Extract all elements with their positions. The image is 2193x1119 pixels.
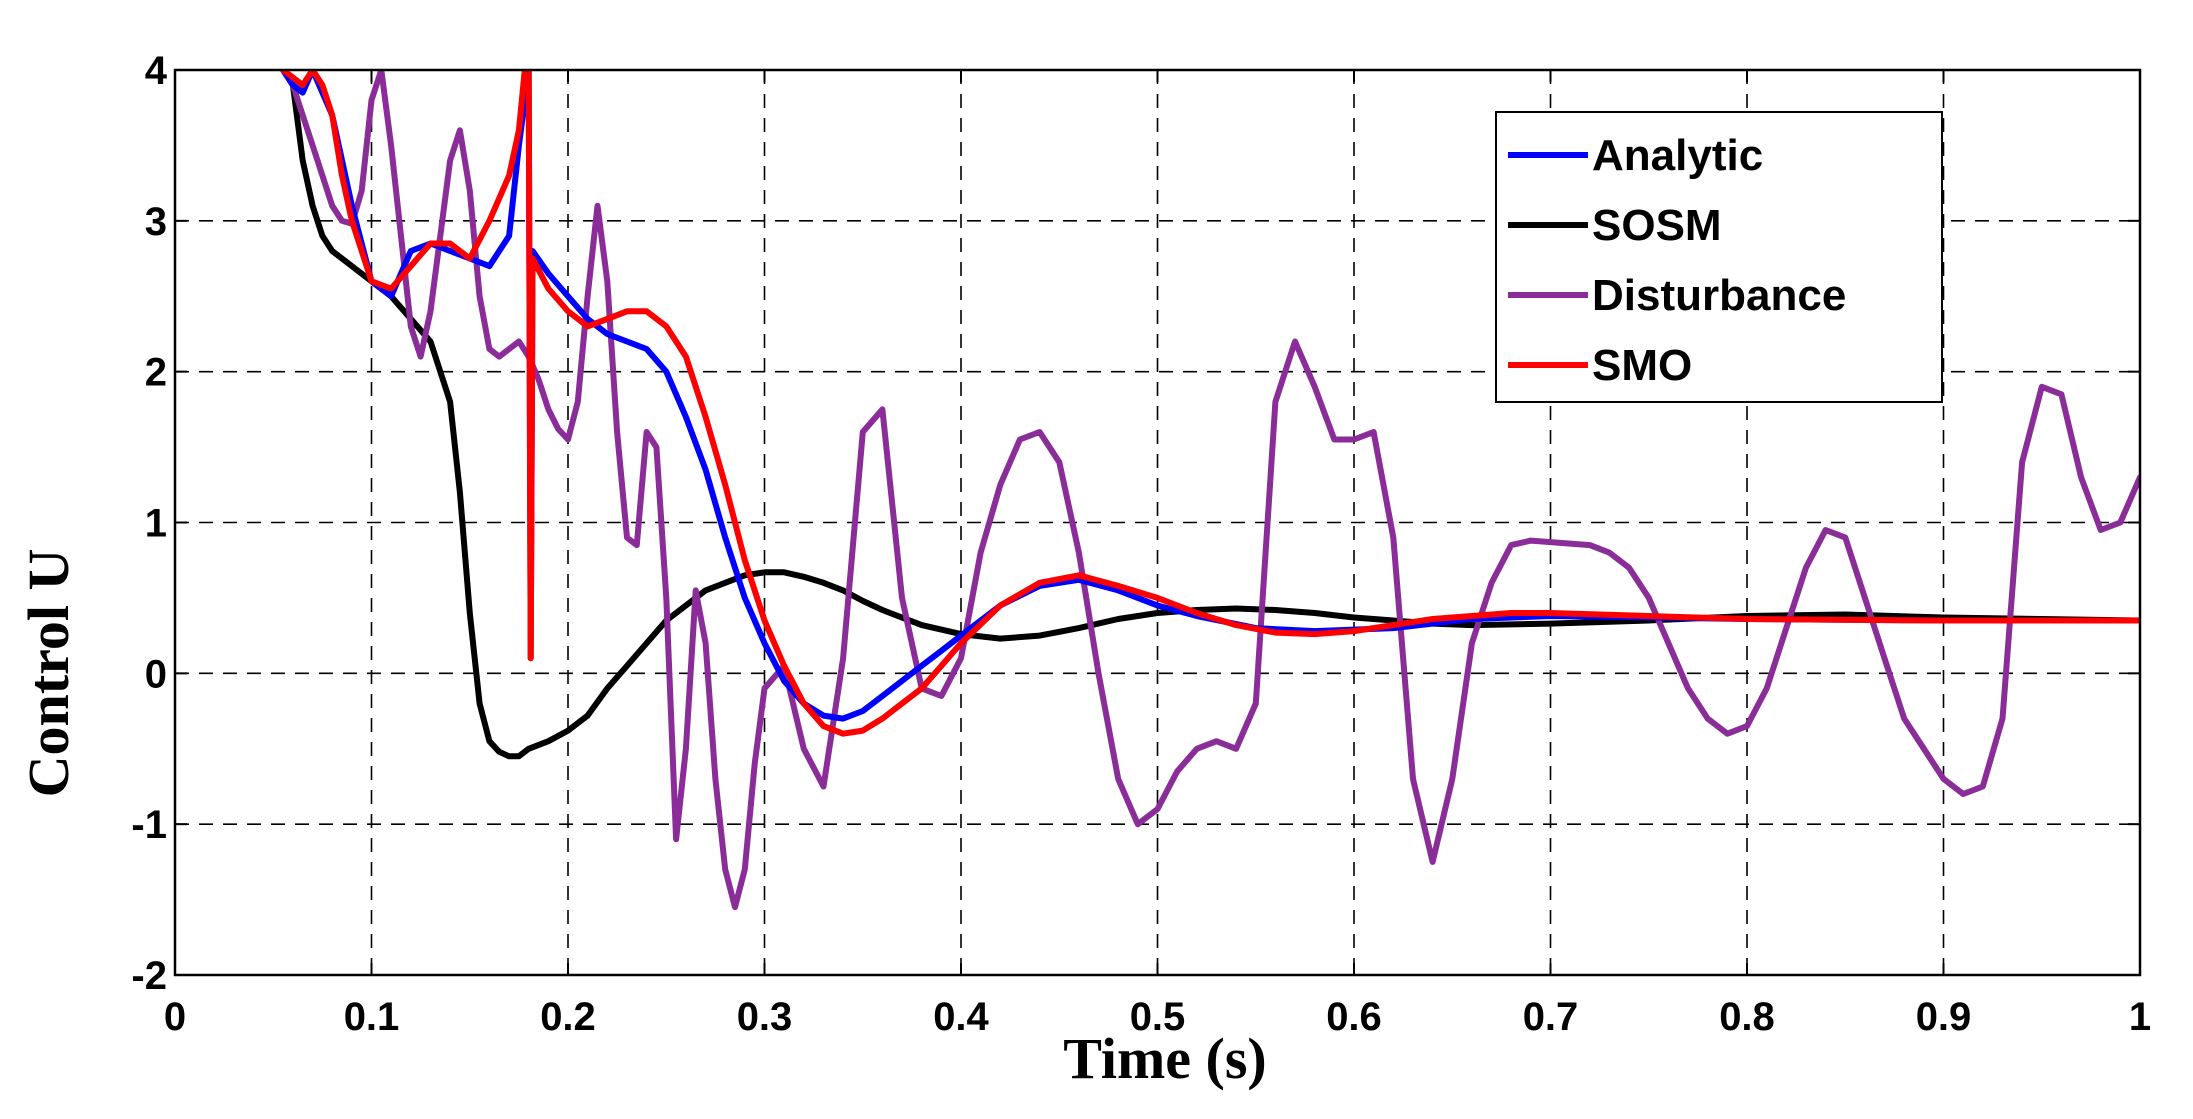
y-axis-title: Control U bbox=[16, 549, 81, 798]
x-axis-title: Time (s) bbox=[1063, 1026, 1267, 1091]
y-tick-label: -2 bbox=[131, 954, 167, 998]
y-tick-labels: -2 -1 0 1 2 3 4 bbox=[131, 49, 167, 998]
y-tick-label: 4 bbox=[145, 49, 168, 93]
y-tick-label: 1 bbox=[145, 502, 167, 546]
legend: Analytic SOSM Disturbance SMO bbox=[1495, 111, 1943, 403]
legend-label-disturbance: Disturbance bbox=[1592, 271, 1846, 320]
x-tick-label: 1 bbox=[2129, 995, 2151, 1039]
x-tick-label: 0.1 bbox=[344, 995, 400, 1039]
x-tick-label: 0.9 bbox=[1916, 995, 1972, 1039]
series-line-smo bbox=[280, 70, 2140, 737]
legend-label-analytic: Analytic bbox=[1592, 131, 1763, 180]
legend-label-sosm: SOSM bbox=[1592, 201, 1722, 250]
y-tick-label: 0 bbox=[145, 652, 167, 696]
y-tick-label: -1 bbox=[131, 803, 167, 847]
x-tick-label: 0.8 bbox=[1719, 995, 1775, 1039]
legend-label-smo: SMO bbox=[1592, 341, 1692, 390]
series-lines bbox=[280, 70, 2140, 911]
x-tick-label: 0.2 bbox=[540, 995, 596, 1039]
x-tick-label: 0.5 bbox=[1130, 995, 1186, 1039]
x-tick-label: 0.4 bbox=[933, 995, 989, 1039]
y-tick-label: 2 bbox=[145, 351, 167, 395]
y-tick-label: 3 bbox=[145, 200, 167, 244]
x-tick-label: 0.7 bbox=[1523, 995, 1579, 1039]
legend-box bbox=[1495, 111, 1943, 403]
x-tick-label: 0.3 bbox=[737, 995, 793, 1039]
series-line-disturbance bbox=[280, 70, 2140, 911]
x-tick-label: 0.6 bbox=[1326, 995, 1382, 1039]
x-tick-label: 0 bbox=[164, 995, 186, 1039]
x-tick-labels: 0 0.1 0.2 0.3 0.4 0.5 0.6 0.7 0.8 0.9 1 bbox=[164, 995, 2151, 1039]
tick-marks bbox=[174, 69, 2141, 976]
